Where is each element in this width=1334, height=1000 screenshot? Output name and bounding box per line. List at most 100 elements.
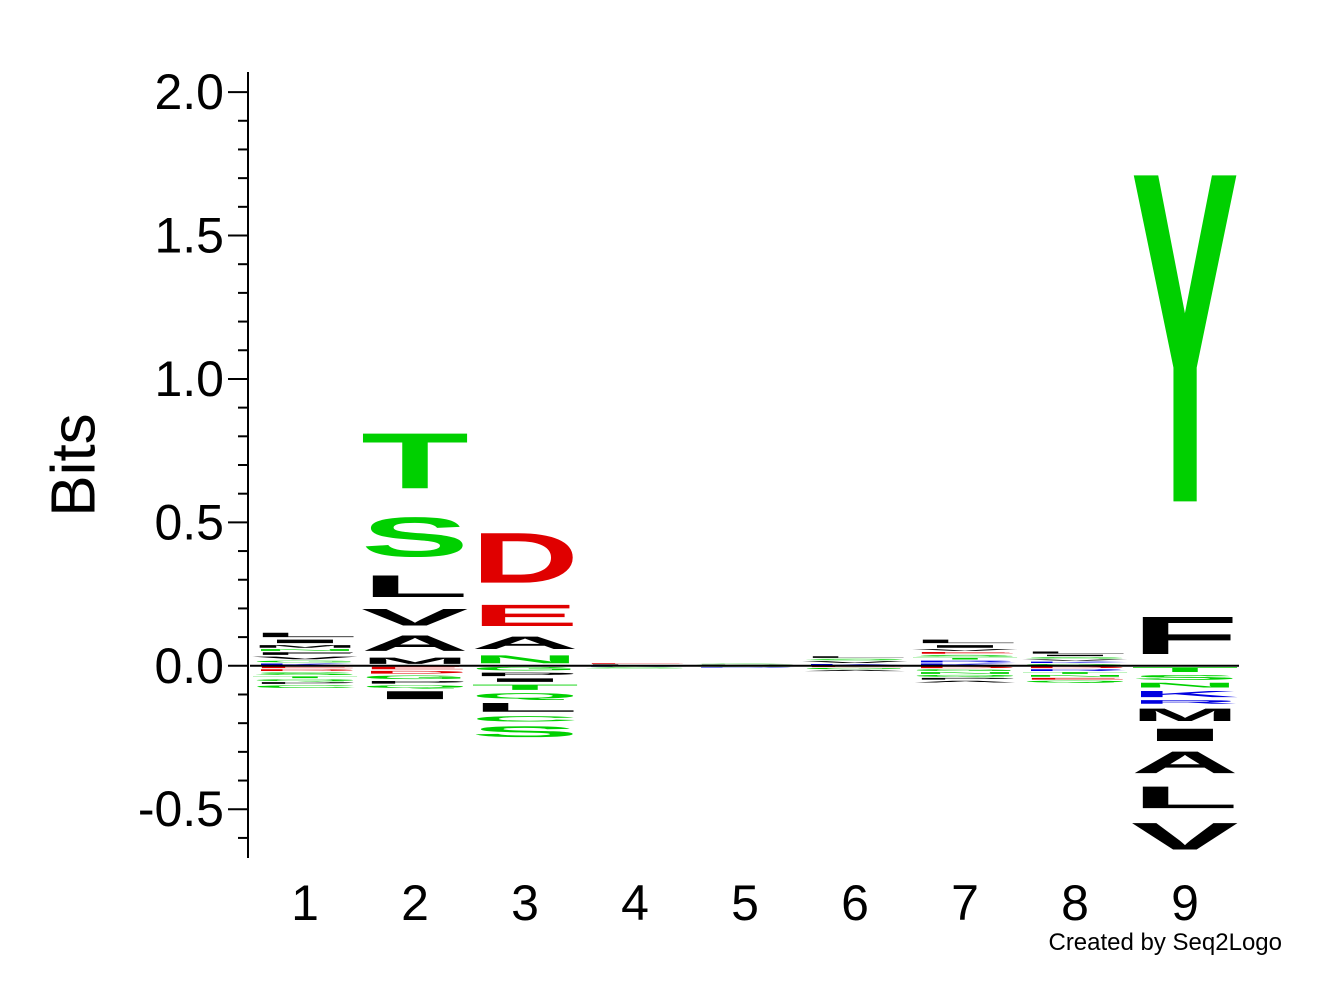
logo-letter: K bbox=[1021, 661, 1129, 663]
x-tick-label: 2 bbox=[401, 875, 429, 931]
logo-letter: E bbox=[911, 651, 1019, 654]
logo-letter: R bbox=[691, 667, 799, 668]
logo-letter: G bbox=[1021, 663, 1129, 665]
logo-letter: G bbox=[361, 674, 469, 680]
logo-letter: T bbox=[911, 657, 1019, 660]
logo-letter: S bbox=[911, 654, 1019, 657]
logo-letter: N bbox=[1131, 681, 1239, 689]
logo-letter: S bbox=[1021, 657, 1129, 659]
x-tick-label: 1 bbox=[291, 875, 319, 931]
logo-letter: G bbox=[911, 669, 1019, 672]
logo-letter: V bbox=[911, 649, 1019, 652]
logo-letter: V bbox=[1131, 815, 1239, 858]
logo-letter: E bbox=[361, 666, 469, 670]
logo-letter: T bbox=[471, 683, 579, 692]
logo-letter: V bbox=[1021, 659, 1129, 661]
logo-letter: K bbox=[911, 663, 1019, 666]
y-tick-label: 1.0 bbox=[154, 351, 224, 407]
logo-letter: A bbox=[361, 631, 469, 656]
logo-letter: E bbox=[251, 666, 359, 669]
logo-letter: L bbox=[251, 631, 359, 638]
logo-letter: N bbox=[471, 653, 579, 666]
logo-letter: E bbox=[471, 598, 579, 632]
logo-letter: S bbox=[801, 658, 909, 660]
logo-letter: T bbox=[1131, 666, 1239, 674]
logo-letter: R bbox=[1131, 699, 1239, 705]
logo-letter: M bbox=[361, 656, 469, 666]
logo-letter: T bbox=[1021, 672, 1129, 675]
logo-letter: C bbox=[251, 684, 359, 688]
logo-letter: D bbox=[911, 666, 1019, 669]
logo-letter: L bbox=[801, 656, 909, 659]
logo-letter: L bbox=[911, 639, 1019, 645]
logo-letter: N bbox=[911, 672, 1019, 675]
logo-letter: S bbox=[471, 723, 579, 740]
logo-letter: P bbox=[251, 682, 359, 685]
logo-letter: V bbox=[801, 661, 909, 664]
x-tick-label: 8 bbox=[1061, 875, 1089, 931]
logo-letter: I bbox=[911, 644, 1019, 648]
logo-letter: A bbox=[471, 633, 579, 653]
logo-letter: L bbox=[361, 569, 469, 604]
logo-letter: I bbox=[251, 639, 359, 645]
logo-letter: Q bbox=[911, 674, 1019, 677]
logo-letter: V bbox=[251, 656, 359, 660]
logo-letter: Q bbox=[471, 692, 579, 701]
credit: Created by Seq2Logo bbox=[1048, 929, 1282, 956]
logo-letter: D bbox=[1021, 666, 1129, 669]
logo-letter: L bbox=[1021, 651, 1129, 654]
y-tick-label: 0.0 bbox=[154, 638, 224, 694]
x-tick-label: 4 bbox=[621, 875, 649, 931]
logo-letter: E bbox=[581, 663, 689, 664]
logo-letter: C bbox=[471, 715, 579, 724]
x-tick-label: 7 bbox=[951, 875, 979, 931]
y-tick-label: -0.5 bbox=[138, 781, 224, 837]
logo-letter: N bbox=[251, 649, 359, 652]
logo-letter: M bbox=[251, 644, 359, 648]
logo-letter: F bbox=[251, 651, 359, 655]
logo-letter: A bbox=[911, 680, 1019, 683]
logo-letter: Q bbox=[361, 684, 469, 688]
logo-letter: N bbox=[1021, 674, 1129, 677]
x-tick-label: 3 bbox=[511, 875, 539, 931]
y-tick-label: 1.5 bbox=[154, 208, 224, 264]
logo-letter: L bbox=[1131, 780, 1239, 815]
logo-letter: V bbox=[361, 604, 469, 631]
logo-letter: G bbox=[471, 666, 579, 672]
logo-letter: D bbox=[471, 518, 579, 598]
logo-letter: I bbox=[1021, 654, 1129, 656]
logo-letter: D bbox=[251, 669, 359, 672]
logo-letter: K bbox=[801, 664, 909, 666]
y-tick-label: 2.0 bbox=[154, 64, 224, 120]
logo-letter: D bbox=[361, 670, 469, 674]
logo-letter: I bbox=[361, 689, 469, 702]
y-axis-label: Bits bbox=[39, 413, 108, 516]
x-tick-label: 6 bbox=[841, 875, 869, 931]
logo-letter: F bbox=[1131, 605, 1239, 665]
logo-letter: S bbox=[581, 667, 689, 669]
logo-letter: K bbox=[251, 663, 359, 666]
logo-letter: S bbox=[251, 672, 359, 676]
logo-letter: T bbox=[251, 676, 359, 679]
logo-letter: P bbox=[911, 677, 1019, 680]
x-tick-label: 5 bbox=[731, 875, 759, 931]
logo-letter: L bbox=[471, 700, 579, 714]
logo-letter: M bbox=[1131, 705, 1239, 725]
x-tick-label: 9 bbox=[1171, 875, 1199, 931]
logo-letter: G bbox=[251, 660, 359, 663]
logo-letter: R bbox=[911, 660, 1019, 663]
logo-letter: S bbox=[691, 664, 799, 665]
logo-letter: R bbox=[1021, 669, 1129, 672]
logo-letter: I bbox=[1131, 725, 1239, 745]
logo-letter: S bbox=[1131, 674, 1239, 682]
logo-letter: Q bbox=[251, 679, 359, 682]
logo-letter: K bbox=[1131, 689, 1239, 699]
logo-letter: E bbox=[1021, 677, 1129, 680]
logo-letter: I bbox=[471, 677, 579, 683]
logo-letter: T bbox=[361, 417, 469, 506]
logo-letter: S bbox=[361, 505, 469, 568]
logo-letter: A bbox=[801, 670, 909, 672]
